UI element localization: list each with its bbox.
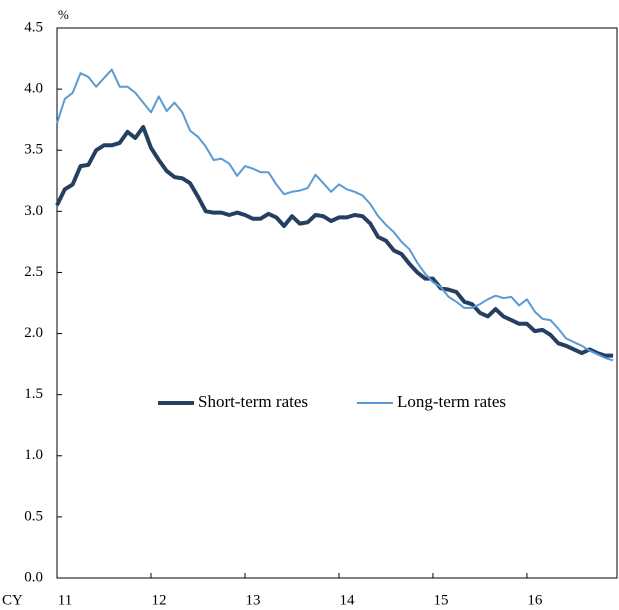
x-tick-label: 13 <box>245 592 260 608</box>
x-tick-label: 14 <box>339 592 355 608</box>
y-unit: % <box>58 7 69 22</box>
plot-frame <box>56 27 618 579</box>
line-series <box>55 125 614 358</box>
y-tick-label: 0.0 <box>24 569 43 585</box>
legend-label: Long-term rates <box>397 392 506 411</box>
legend-label: Short-term rates <box>198 392 308 411</box>
y-tick-label: 1.5 <box>24 386 43 402</box>
x-tick-label: 12 <box>151 592 166 608</box>
y-tick-label: 1.0 <box>24 447 43 463</box>
y-tick-label: 4.5 <box>24 19 43 35</box>
x-tick-label: 16 <box>527 592 543 608</box>
line-series <box>56 68 614 362</box>
y-tick-label: 3.5 <box>24 142 43 158</box>
y-tick-label: 2.0 <box>24 325 43 341</box>
x-tick-label: 15 <box>433 592 448 608</box>
y-tick-label: 0.5 <box>24 508 43 524</box>
y-tick-label: 2.5 <box>24 264 43 280</box>
y-tick-label: 3.0 <box>24 203 43 219</box>
x-tick-label: 11 <box>58 592 72 608</box>
x-unit: CY <box>2 592 23 608</box>
y-tick-label: 4.0 <box>24 81 43 97</box>
